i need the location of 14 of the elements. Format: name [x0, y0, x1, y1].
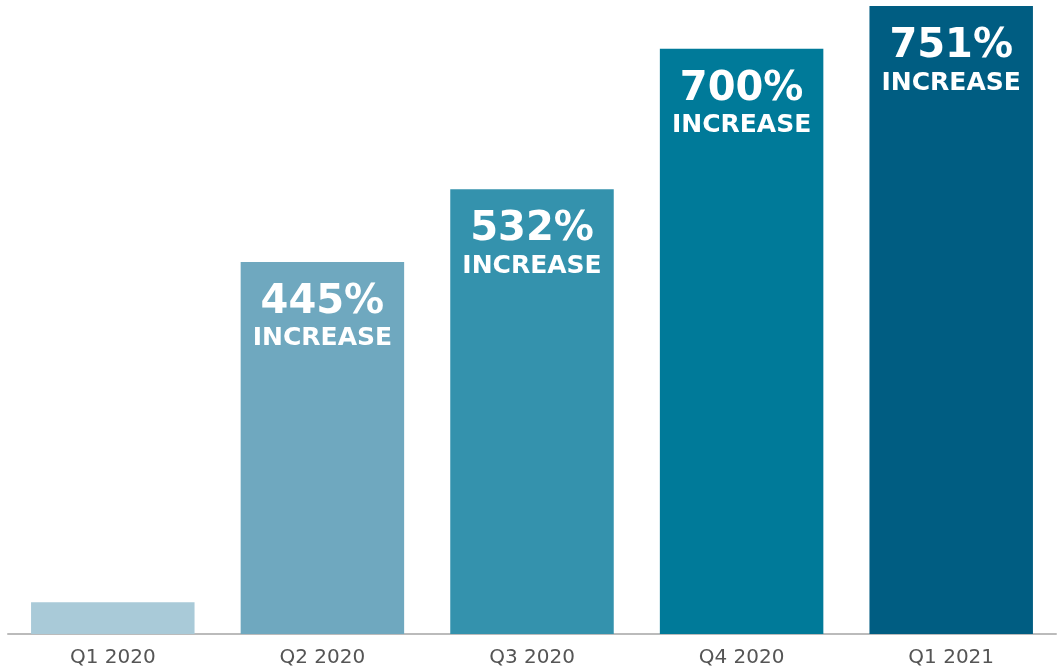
x-tick-label: Q1 2021	[908, 644, 995, 668]
data-label: 700% INCREASE	[671, 62, 812, 139]
x-tick-label: Q3 2020	[489, 644, 575, 668]
data-label: 445% INCREASE	[252, 275, 393, 352]
bar	[450, 189, 614, 634]
bar	[659, 48, 824, 634]
bar	[869, 6, 1033, 634]
x-tick-label: Q2 2020	[279, 644, 366, 668]
x-tick-label: Q4 2020	[698, 644, 785, 668]
x-tick-label: Q1 2020	[69, 644, 156, 668]
bar	[31, 602, 195, 634]
data-label: 532% INCREASE	[462, 203, 602, 279]
data-label: 751% INCREASE	[881, 20, 1021, 96]
bar	[240, 261, 405, 634]
